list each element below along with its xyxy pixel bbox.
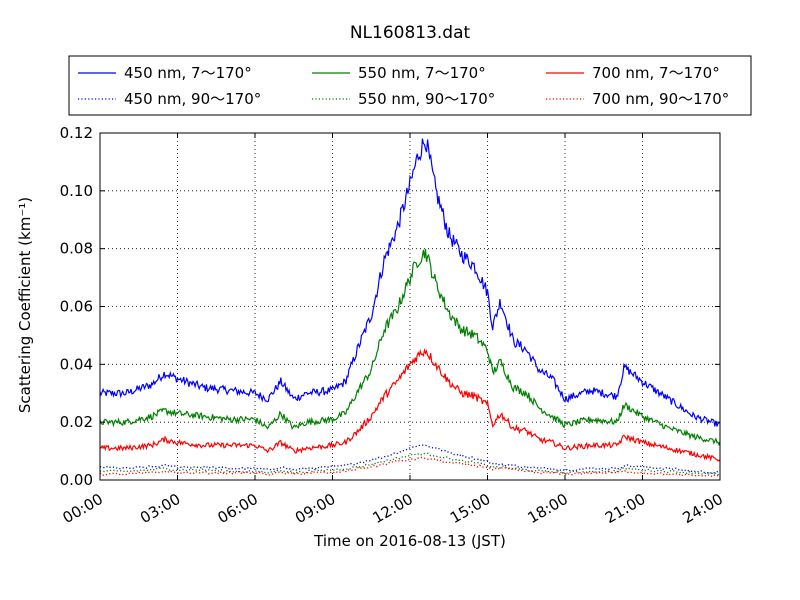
x-tick-label: 21:00: [602, 490, 648, 527]
y-tick-label: 0.04: [60, 355, 93, 373]
series-lines: [99, 138, 721, 478]
x-tick-label: 24:00: [680, 490, 726, 527]
legend-label-2: 550 nm, 7～170°: [358, 64, 486, 82]
legend-label-5: 700 nm, 90～170°: [592, 90, 729, 108]
x-axis-label: Time on 2016-08-13 (JST): [313, 532, 506, 550]
x-tick-label: 09:00: [292, 490, 338, 527]
legend-frame: [68, 55, 752, 116]
y-tick-label: 0.12: [60, 124, 93, 142]
legend-label-0: 450 nm, 7～170°: [124, 64, 252, 82]
y-tick-label: 0.06: [60, 298, 93, 316]
y-tick-label: 0.08: [60, 240, 93, 258]
legend-label-3: 550 nm, 90～170°: [358, 90, 495, 108]
x-tick-label: 06:00: [215, 490, 261, 527]
grid-lines: [100, 133, 720, 480]
series-line-1: [99, 444, 721, 474]
series-line-4: [99, 347, 721, 462]
y-tick-label: 0.02: [60, 413, 93, 431]
series-line-5: [99, 456, 721, 478]
legend-label-4: 700 nm, 7～170°: [592, 64, 720, 82]
legend-label-1: 450 nm, 90～170°: [124, 90, 261, 108]
series-line-3: [99, 452, 721, 476]
series-line-2: [99, 248, 721, 447]
x-tick-label: 00:00: [60, 490, 106, 527]
x-tick-label: 03:00: [137, 490, 183, 527]
x-tick-label: 15:00: [447, 490, 493, 527]
x-tick-label: 12:00: [370, 490, 416, 527]
y-axis-label: Scattering Coefficient (km⁻¹): [16, 197, 34, 413]
y-tick-label: 0.00: [60, 471, 93, 489]
y-tick-label: 0.10: [60, 182, 93, 200]
x-tick-label: 18:00: [525, 490, 571, 527]
chart-title: NL160813.dat: [350, 23, 471, 43]
axis-ticks: 00:00 03:00 06:00 09:00 12:00 15:00 18:00 21:00…: [60, 124, 726, 527]
legend: 450 nm, 7～170° 450 nm, 90～170° 550 nm, 7～1…: [68, 55, 752, 116]
series-line-0: [99, 138, 721, 427]
